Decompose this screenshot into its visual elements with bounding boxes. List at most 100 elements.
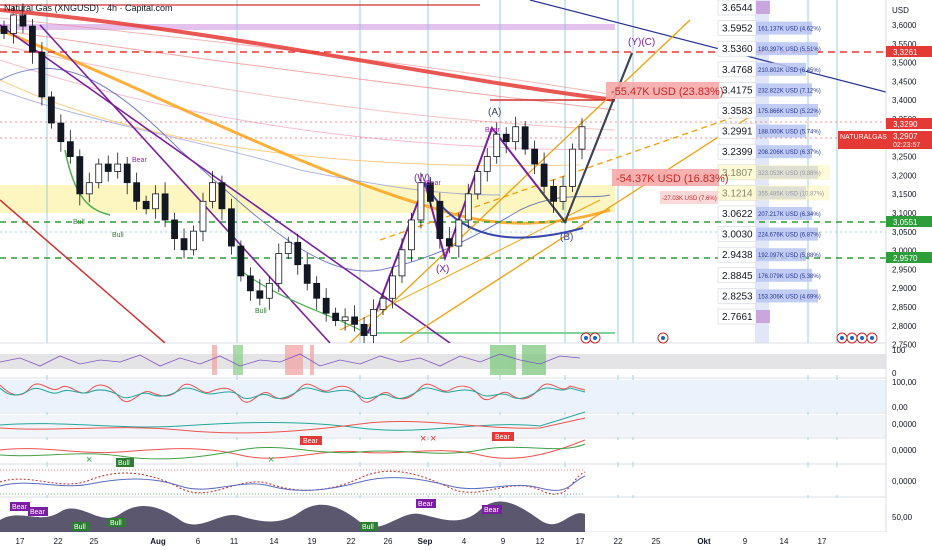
cross-marker: × xyxy=(268,454,274,466)
event-flag-icons xyxy=(580,332,878,344)
bear-tag: Bear xyxy=(495,434,510,441)
price-tick-label: 3,1000 xyxy=(892,209,917,218)
level-price: 3.5360 xyxy=(722,44,753,55)
bull-tag: Bull xyxy=(74,524,86,531)
candle-body xyxy=(408,219,415,251)
callout-small-left: -27.03K USD (7.6%) xyxy=(660,191,718,204)
price-tick-label: 2,7500 xyxy=(892,341,917,350)
candle-body xyxy=(417,182,425,221)
wave-label-yc: (Y)(C) xyxy=(628,37,655,48)
badge-2-9570: 2,9570 xyxy=(893,254,918,263)
level-volume-bar xyxy=(756,1,770,14)
candle-body xyxy=(474,171,482,195)
price-tick-label: 3,0000 xyxy=(892,247,917,256)
level-row: 3.2399 208.206K USD (6.37%) xyxy=(717,143,821,160)
price-tick-label: 3,5500 xyxy=(892,40,917,49)
level-price: 3.0030 xyxy=(722,230,753,241)
level-volume-note: 153.306K USD (4.69%) xyxy=(758,294,821,300)
level-price: 3.4768 xyxy=(722,65,753,76)
candle-body xyxy=(322,297,330,314)
candle-body xyxy=(114,163,122,172)
bear-tag: Bear xyxy=(484,507,499,514)
price-tick-label: 3,2000 xyxy=(892,171,917,180)
candle-body xyxy=(57,122,65,143)
level-price: 3.6544 xyxy=(722,3,753,14)
level-volume-note: 192.097K USD (5.88%) xyxy=(758,253,821,259)
time-tick-label: 25 xyxy=(90,537,99,546)
bear-marker: Bear xyxy=(485,127,500,134)
indicator-traces xyxy=(0,353,586,495)
candle-body xyxy=(38,51,46,98)
level-volume-note: 176.079K USD (5.38%) xyxy=(758,274,821,280)
price-tick-label: 3,0500 xyxy=(892,228,917,237)
candle-body xyxy=(0,25,8,34)
candle-body xyxy=(445,238,453,247)
green-support-curve xyxy=(64,149,111,216)
time-tick-label: 25 xyxy=(652,537,661,546)
axis-currency: USD xyxy=(892,6,909,15)
callout-red-mid: -54.37K USD (16.83%) xyxy=(612,169,729,186)
bear-tag: Bear xyxy=(30,509,45,516)
level-row: 3.4175 232.822K USD (7.12%) xyxy=(717,82,821,98)
candle-body xyxy=(10,14,17,34)
bull-tag: Bull xyxy=(118,460,130,467)
price-axis: USD 3,60003,55003,50003,45003,40003,3500… xyxy=(885,0,932,550)
candle-body xyxy=(493,133,501,157)
time-tick-label: 12 xyxy=(536,537,545,546)
consolidation-zone xyxy=(0,185,615,213)
candle-body xyxy=(398,249,406,277)
wave-labels: (Y)(C) (A) (W) (X) (B) xyxy=(414,37,655,275)
candle-body xyxy=(76,156,84,195)
level-price: 3.2399 xyxy=(722,147,753,158)
candle-body xyxy=(161,193,169,221)
time-tick-label: Okt xyxy=(697,537,711,546)
badge-countdown: 02:23:57 xyxy=(893,142,920,149)
badge-3-3261: 3,3261 xyxy=(893,48,918,57)
time-tick-label: 22 xyxy=(614,537,623,546)
candle-body xyxy=(360,323,368,336)
level-volume-note: 188.000K USD (5.74%) xyxy=(758,130,821,136)
candle-body xyxy=(95,163,103,184)
indicator-tick-label: 0,0000 xyxy=(892,446,917,455)
level-volume-bar xyxy=(756,104,818,117)
level-volume-bar xyxy=(756,83,812,97)
candle-body xyxy=(550,186,557,202)
bear-marker: Bear xyxy=(10,11,25,18)
badge-3-3290: 3,3290 xyxy=(893,120,918,129)
badge-last-price: 3,2907 xyxy=(893,132,918,141)
level-row: 3.3583 175.866K USD (5.22%) xyxy=(717,102,821,119)
level-price: 2.7661 xyxy=(722,312,753,323)
candle-body xyxy=(256,290,264,299)
level-row: 3.0622 207.217K USD (6.34%) xyxy=(717,205,821,222)
candle-body xyxy=(436,200,444,240)
candle-body xyxy=(123,163,131,184)
indicator-panes xyxy=(0,342,932,533)
level-price: 2.9438 xyxy=(722,250,753,261)
level-row: 3.5360 180.397K USD (5.51%) xyxy=(717,40,821,57)
bear-tag: Bear xyxy=(12,504,27,511)
level-volume-note: 232.822K USD (7.12%) xyxy=(758,88,821,94)
indicator-tick-label: 0 xyxy=(892,369,897,378)
candle-body xyxy=(512,126,520,143)
candle-body xyxy=(540,163,548,187)
price-tick-label: 2,8500 xyxy=(892,303,917,312)
cross-marker: × xyxy=(420,433,426,445)
candle-body xyxy=(332,312,340,322)
bull-marker: Bull xyxy=(73,219,85,226)
level-price: 3.0622 xyxy=(722,209,753,220)
level-volume-bar xyxy=(756,62,806,76)
candle-body xyxy=(246,275,254,292)
candle-body xyxy=(171,219,178,240)
level-highlight xyxy=(718,164,830,180)
level-row: 2.9438 192.097K USD (5.88%) xyxy=(717,246,821,263)
candle-body xyxy=(275,253,283,284)
candle-body xyxy=(133,182,141,202)
chart-title: Natural Gas (XNGUSD) · 4h · Capital.com xyxy=(4,3,173,13)
level-price: 2.8845 xyxy=(722,271,753,282)
level-row: 2.7661 xyxy=(717,308,770,325)
time-axis: 17 22 25 Aug 6 11 14 19 22 26 Sep 4 9 12 17 22 25 Okt 9 14 1… xyxy=(0,532,932,550)
cross-marker: × xyxy=(86,454,92,466)
level-price: 2.8253 xyxy=(722,291,753,302)
candle-body xyxy=(303,264,311,284)
